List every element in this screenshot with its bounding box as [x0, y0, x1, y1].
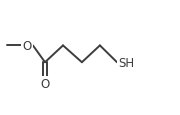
Text: O: O [22, 40, 32, 52]
Text: O: O [40, 78, 50, 90]
Text: SH: SH [118, 56, 134, 69]
